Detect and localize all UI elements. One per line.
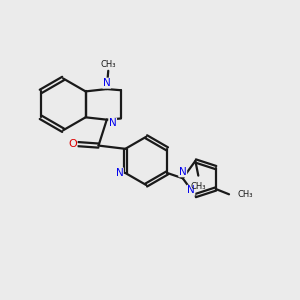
Text: N: N — [109, 118, 116, 128]
Text: N: N — [103, 78, 111, 88]
Text: CH₃: CH₃ — [100, 60, 116, 69]
Text: N: N — [116, 168, 123, 178]
Text: O: O — [68, 139, 77, 149]
Text: CH₃: CH₃ — [237, 190, 253, 199]
Text: N: N — [179, 167, 187, 177]
Text: N: N — [187, 185, 195, 195]
Text: CH₃: CH₃ — [190, 182, 206, 191]
